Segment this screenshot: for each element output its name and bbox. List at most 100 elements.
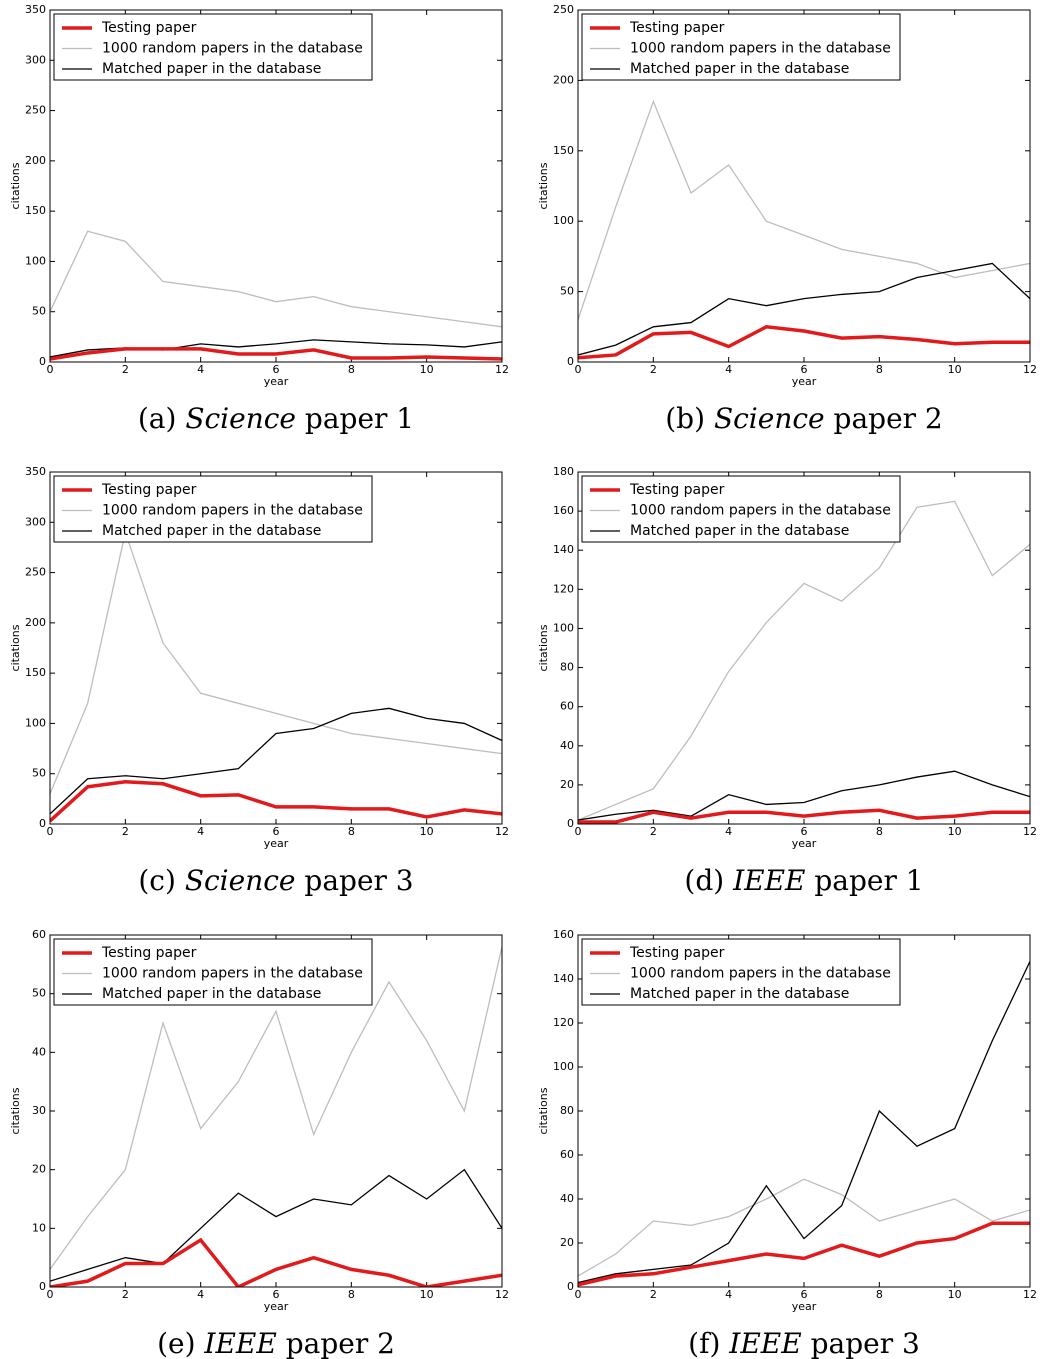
y-tick-label: 50 [32, 767, 46, 780]
y-tick-label: 50 [32, 987, 46, 1000]
x-tick-label: 6 [273, 825, 280, 838]
y-tick-label: 180 [553, 465, 574, 478]
y-tick-label: 50 [32, 305, 46, 318]
legend-box [53, 938, 373, 1006]
y-axis-label: citations [537, 162, 550, 209]
caption-label: (e) [157, 1327, 195, 1359]
legend-label: 1000 random papers in the database [630, 966, 891, 982]
y-tick-label: 20 [32, 1163, 46, 1176]
x-tick-label: 6 [801, 363, 808, 376]
x-tick-label: 10 [420, 1288, 434, 1301]
series-line [50, 1237, 502, 1287]
y-tick-label: 0 [39, 355, 46, 368]
plot-frame [49, 934, 503, 1288]
y-tick-label: 40 [560, 739, 574, 752]
plot-frame [577, 9, 1031, 363]
x-tick-label: 10 [420, 363, 434, 376]
y-tick-label: 30 [32, 1104, 46, 1117]
caption: (c) Science paper 3 [138, 864, 413, 897]
caption-label: (f) [688, 1327, 720, 1359]
caption-text: paper 1 [305, 402, 414, 435]
y-tick-label: 0 [567, 817, 574, 830]
caption-space [802, 1327, 811, 1359]
series-line [578, 262, 1030, 356]
caption-journal: IEEE [728, 1327, 801, 1359]
legend-label: 1000 random papers in the database [102, 41, 363, 57]
x-tick-label: 0 [575, 825, 582, 838]
caption: (d) IEEE paper 1 [684, 864, 923, 897]
x-tick-label: 12 [1023, 1288, 1037, 1301]
series-line [578, 961, 1030, 1284]
y-axis-label: citations [537, 1087, 550, 1134]
y-tick-label: 40 [32, 1045, 46, 1058]
y-tick-label: 120 [553, 1016, 574, 1029]
x-tick-label: 10 [948, 825, 962, 838]
x-tick-label: 12 [1023, 825, 1037, 838]
caption-space [196, 1327, 205, 1359]
caption-space [705, 402, 714, 435]
caption-label: (a) [138, 402, 177, 435]
x-tick-label: 6 [801, 825, 808, 838]
series-line [578, 500, 1030, 821]
caption-label: (c) [138, 864, 176, 897]
caption-space [724, 864, 733, 897]
series-line [578, 770, 1030, 821]
caption-text: paper 3 [811, 1327, 920, 1359]
y-tick-label: 60 [32, 928, 46, 941]
caption-space [296, 864, 305, 897]
y-tick-label: 10 [32, 1221, 46, 1234]
x-tick-label: 12 [495, 363, 509, 376]
legend-box [53, 475, 373, 543]
legend-label: Testing paper [101, 20, 197, 36]
y-tick-label: 100 [25, 716, 46, 729]
caption-space [296, 402, 305, 435]
legend-box [581, 938, 901, 1006]
caption-label: (b) [665, 402, 705, 435]
y-tick-label: 100 [25, 254, 46, 267]
plot-frame [577, 934, 1031, 1288]
y-tick-label: 300 [25, 53, 46, 66]
x-tick-label: 6 [801, 1288, 808, 1301]
plot-frame [49, 9, 503, 363]
y-tick-label: 250 [25, 566, 46, 579]
y-axis-label: citations [9, 1087, 22, 1134]
x-tick-label: 0 [575, 1288, 582, 1301]
series-line [50, 529, 502, 795]
x-tick-label: 0 [575, 363, 582, 376]
x-tick-label: 4 [725, 825, 732, 838]
caption-space [720, 1327, 729, 1359]
caption-journal: Science [185, 402, 296, 435]
x-axis-label: year [792, 375, 817, 388]
y-tick-label: 0 [39, 1280, 46, 1293]
series-line [50, 347, 502, 361]
x-axis-label: year [264, 375, 289, 388]
caption-journal: IEEE [732, 864, 805, 897]
x-tick-label: 2 [650, 363, 657, 376]
legend-label: Testing paper [629, 20, 725, 36]
x-tick-label: 6 [273, 363, 280, 376]
legend: Testing paper 1000 random papers in the d… [581, 475, 901, 543]
legend-label: Matched paper in the database [630, 523, 849, 539]
caption-journal: IEEE [203, 1327, 276, 1359]
x-tick-label: 2 [122, 825, 129, 838]
legend: Testing paper 1000 random papers in the d… [53, 13, 373, 81]
y-axis-label: citations [9, 162, 22, 209]
legend-label: 1000 random papers in the database [102, 503, 363, 519]
y-tick-label: 160 [553, 504, 574, 517]
y-tick-label: 120 [553, 582, 574, 595]
legend-label: 1000 random papers in the database [102, 966, 363, 982]
y-tick-label: 0 [567, 355, 574, 368]
legend-label: Matched paper in the database [630, 986, 849, 1002]
x-tick-label: 2 [650, 1288, 657, 1301]
y-tick-label: 20 [560, 1236, 574, 1249]
y-tick-label: 40 [560, 1192, 574, 1205]
legend-label: Testing paper [101, 482, 197, 498]
y-tick-label: 200 [25, 154, 46, 167]
y-tick-label: 100 [553, 621, 574, 634]
x-axis-label: year [264, 1300, 289, 1313]
x-tick-label: 12 [495, 1288, 509, 1301]
x-tick-label: 2 [122, 363, 129, 376]
series-line [578, 1221, 1030, 1287]
y-tick-label: 200 [553, 73, 574, 86]
